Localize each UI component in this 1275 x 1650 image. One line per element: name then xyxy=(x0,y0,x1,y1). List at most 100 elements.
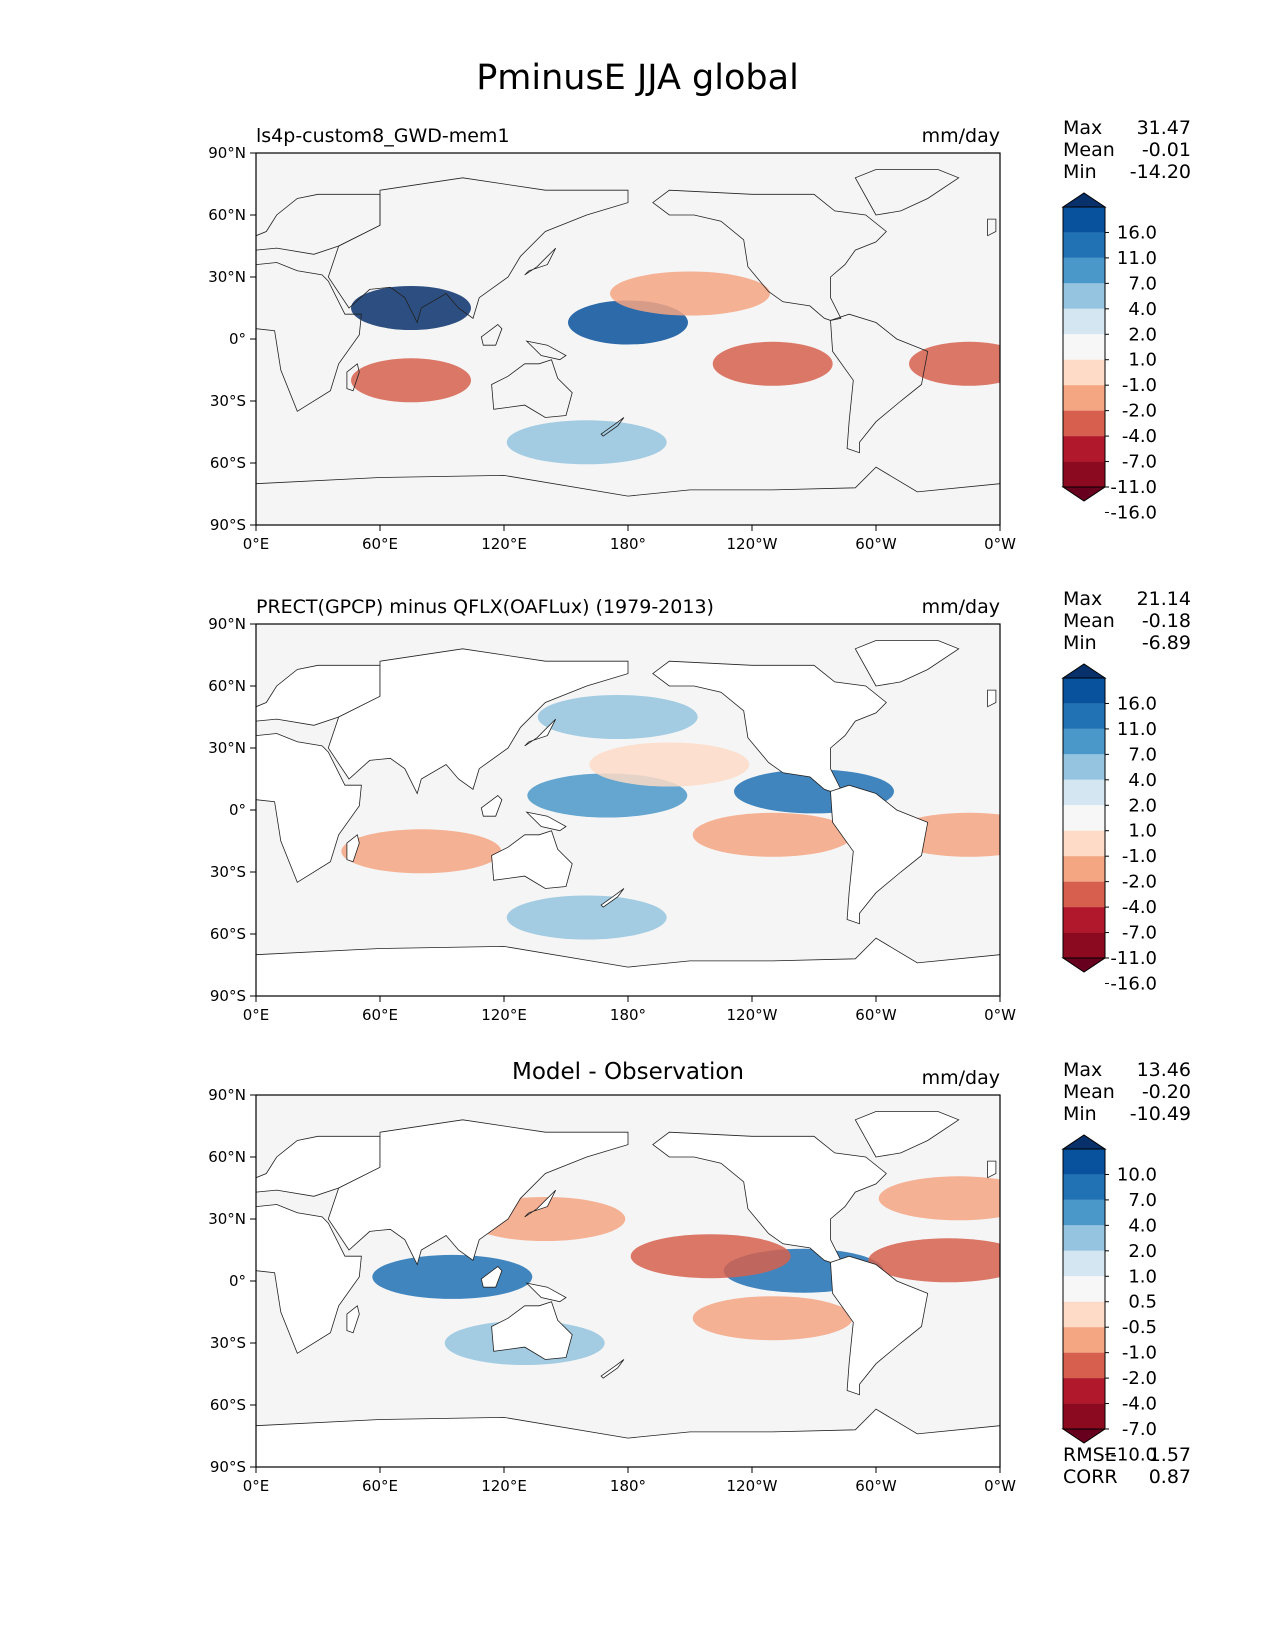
colorbar-band xyxy=(1063,385,1105,411)
panel-1-title: ls4p-custom8_GWD-mem1 xyxy=(256,125,510,147)
coastline-madagascar xyxy=(346,834,360,863)
lat-tick-label: 60°S xyxy=(210,454,246,472)
coastline-newguinea xyxy=(525,340,567,361)
colorbar-band xyxy=(1063,703,1105,729)
panel-3-title: Model - Observation xyxy=(511,1059,745,1085)
field-feature-4 xyxy=(712,341,833,386)
colorbar-label: 11.0 xyxy=(1117,248,1157,269)
colorbar-band xyxy=(1063,1378,1105,1404)
min-value: -14.20 xyxy=(1129,161,1191,183)
colorbar-band xyxy=(1063,1403,1105,1429)
lat-tick-label: 30°S xyxy=(210,392,246,410)
colorbar-band xyxy=(1063,283,1105,309)
field-feature-1 xyxy=(351,286,471,330)
lat-tick-label: 60°S xyxy=(210,1396,246,1414)
lon-tick-label: 0°E xyxy=(243,1006,270,1024)
colorbar-label: 2.0 xyxy=(1128,1241,1157,1262)
coastline-uk xyxy=(987,1160,997,1179)
lat-tick-label: 60°N xyxy=(208,1148,246,1166)
lon-tick-label: 60°W xyxy=(855,1477,897,1495)
lat-tick-label: 30°N xyxy=(208,739,246,757)
coastline-nz xyxy=(600,1359,625,1379)
colorbar-band xyxy=(1063,1199,1105,1226)
lon-tick-label: 60°E xyxy=(362,1006,398,1024)
colorbar-band xyxy=(1063,779,1105,806)
panel-2: PRECT(GPCP) minus QFLX(OAFLux) (1979-201… xyxy=(0,588,1275,1036)
lat-tick-label: 90°S xyxy=(210,1458,246,1476)
coastline-nz xyxy=(600,417,625,437)
colorbar-band xyxy=(1063,1327,1105,1353)
lat-tick-label: 30°S xyxy=(210,863,246,881)
colorbar-label: -2.0 xyxy=(1122,1368,1157,1389)
colorbar-extend-top xyxy=(1061,1134,1107,1150)
lat-tick-label: 30°N xyxy=(208,1210,246,1228)
colorbar-frame xyxy=(1062,677,1106,959)
coastline-asia xyxy=(327,648,629,795)
lat-tick-label: 30°N xyxy=(208,268,246,286)
coastline-samerica xyxy=(830,313,929,454)
colorbar-band xyxy=(1063,805,1105,831)
colorbar-label: 4.0 xyxy=(1128,299,1157,320)
mean-label: Mean xyxy=(1063,1081,1115,1103)
panel-1-units: mm/day xyxy=(921,125,1000,147)
colorbar-label: -0.5 xyxy=(1122,1317,1157,1338)
lat-tick-label: 90°N xyxy=(208,144,246,162)
colorbar-label: 0.5 xyxy=(1128,1292,1157,1313)
coastline-asia xyxy=(327,177,629,324)
field-feature-3 xyxy=(868,1238,1000,1283)
colorbar-label: 2.0 xyxy=(1128,795,1157,816)
colorbar-label: 10.0 xyxy=(1117,1164,1157,1185)
coastline-asia xyxy=(327,1119,629,1266)
lat-tick-label: 90°N xyxy=(208,615,246,633)
field-feature-7 xyxy=(506,895,667,940)
colorbar-band xyxy=(1063,881,1105,908)
rmse-label: RMSE xyxy=(1063,1444,1117,1466)
lon-tick-label: 180° xyxy=(610,1477,646,1495)
colorbar-band xyxy=(1063,754,1105,780)
panel-3-stats: Max 13.46 Mean -0.20 Min -10.49 xyxy=(1063,1059,1191,1125)
corr-value: 0.87 xyxy=(1148,1466,1191,1488)
coastline-africa xyxy=(256,1204,362,1354)
lon-tick-label: 120°W xyxy=(727,535,778,553)
colorbar-band xyxy=(1063,856,1105,882)
colorbar-band xyxy=(1063,830,1105,857)
colorbar-label: -11.0 xyxy=(1110,477,1157,498)
max-value: 31.47 xyxy=(1136,117,1191,139)
colorbar-band xyxy=(1063,461,1105,487)
figure-title: PminusE JJA global xyxy=(476,58,799,98)
mean-value: -0.18 xyxy=(1141,610,1191,632)
lon-tick-label: 0°E xyxy=(243,535,270,553)
min-value: -10.49 xyxy=(1129,1103,1191,1125)
colorbar-label: -1.0 xyxy=(1122,375,1157,396)
colorbar-label: -4.0 xyxy=(1122,426,1157,447)
lon-tick-label: 180° xyxy=(610,535,646,553)
mean-label: Mean xyxy=(1063,610,1115,632)
colorbar-band xyxy=(1063,232,1105,258)
colorbar-band xyxy=(1063,1250,1105,1277)
lon-tick-label: 180° xyxy=(610,1006,646,1024)
colorbar-label: 7.0 xyxy=(1128,1190,1157,1211)
panel-1: ls4p-custom8_GWD-mem1 mm/day Max 31.47 Me… xyxy=(0,117,1275,565)
min-label: Min xyxy=(1063,161,1097,183)
coastline-borneo xyxy=(480,323,503,346)
mean-value: -0.20 xyxy=(1141,1081,1191,1103)
lat-tick-label: 0° xyxy=(229,330,246,348)
coastline-madagascar xyxy=(346,1305,360,1334)
coastline-namerica xyxy=(652,1131,887,1263)
lat-tick-label: 60°N xyxy=(208,206,246,224)
coastline-europe xyxy=(256,1135,381,1197)
panel-3-units: mm/day xyxy=(921,1067,1000,1089)
colorbar-extend-top xyxy=(1061,192,1107,208)
panel-3: Model - Observation mm/day Max 13.46 Mean… xyxy=(0,1059,1275,1507)
colorbar-label: -7.0 xyxy=(1122,923,1157,944)
corr-label: CORR xyxy=(1063,1466,1118,1488)
colorbar-band xyxy=(1063,207,1105,233)
field-feature-4 xyxy=(341,829,502,874)
panel-2-stats: Max 21.14 Mean -0.18 Min -6.89 xyxy=(1063,588,1191,654)
lon-tick-label: 60°W xyxy=(855,1006,897,1024)
colorbar-extend-bottom xyxy=(1061,486,1107,502)
colorbar-band xyxy=(1063,1225,1105,1251)
map-field xyxy=(256,640,1000,996)
colorbar-label: -16.0 xyxy=(1110,973,1157,994)
colorbar-label: -7.0 xyxy=(1122,452,1157,473)
